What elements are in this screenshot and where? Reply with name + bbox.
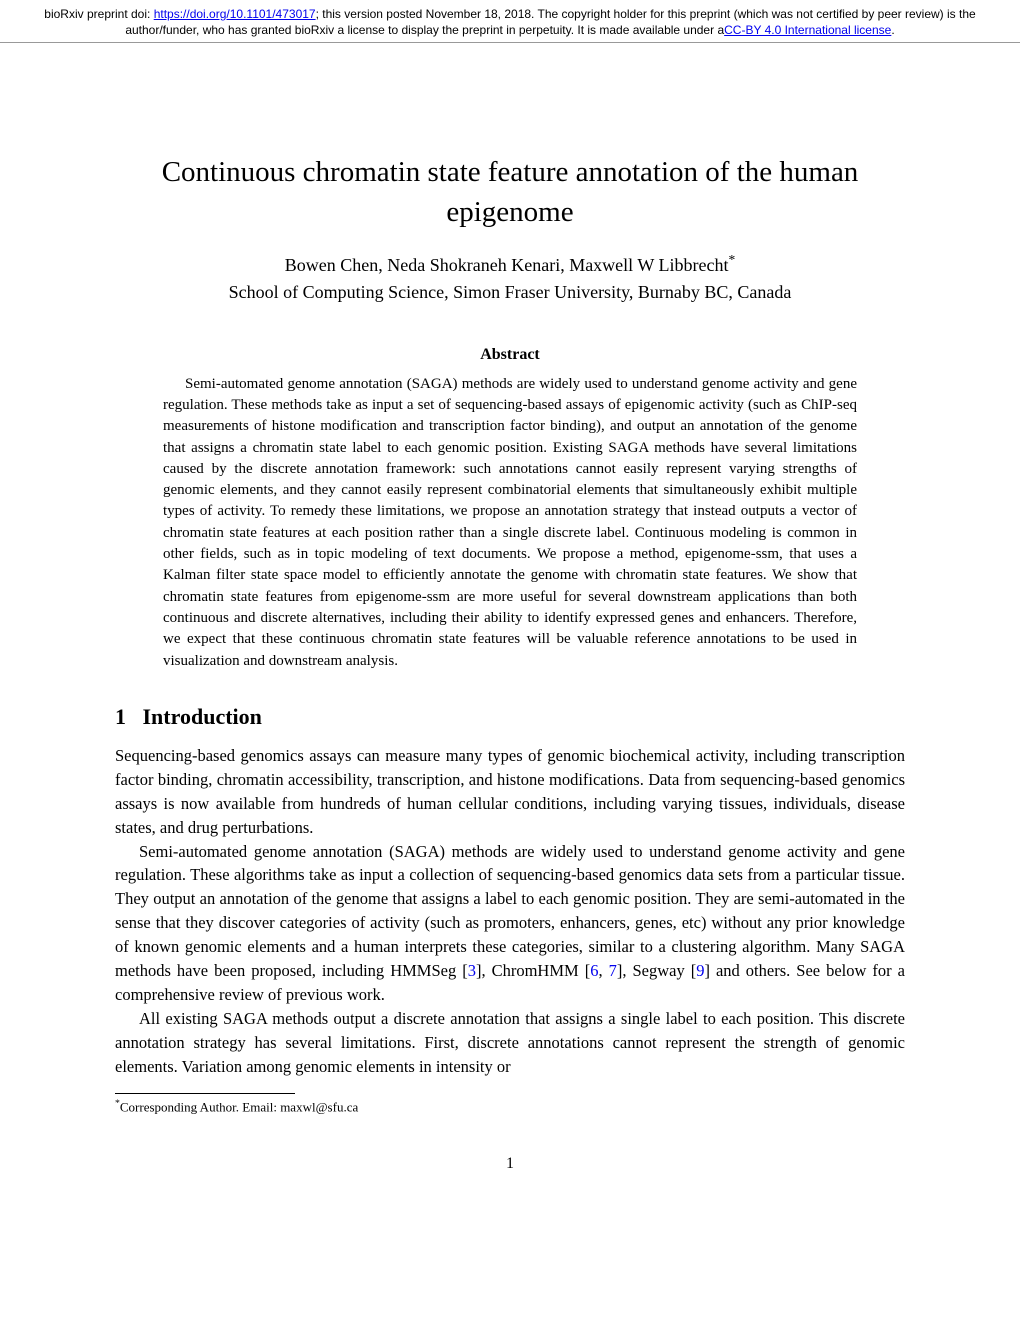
license-suffix: . [891,23,894,37]
doi-link[interactable]: https://doi.org/10.1101/473017 [154,7,316,21]
abstract-body: Semi-automated genome annotation (SAGA) … [163,376,857,669]
citation-3[interactable]: 3 [468,961,476,980]
body-text: Sequencing-based genomics assays can mea… [115,744,905,1079]
abstract-text: Semi-automated genome annotation (SAGA) … [163,374,857,672]
abstract-heading: Abstract [115,346,905,364]
section-title: Introduction [143,704,262,729]
authors-names: Bowen Chen, Neda Shokraneh Kenari, Maxwe… [285,255,729,275]
section-heading: 1 Introduction [115,704,905,730]
paragraph-2: Semi-automated genome annotation (SAGA) … [115,840,905,1007]
authors-block: Bowen Chen, Neda Shokraneh Kenari, Maxwe… [115,250,905,306]
page-content: Continuous chromatin state feature annot… [0,43,1020,1233]
section-number: 1 [115,704,126,729]
paper-title: Continuous chromatin state feature annot… [115,153,905,231]
page-number: 1 [115,1155,905,1173]
corresponding-marker: * [728,252,735,267]
preprint-banner: bioRxiv preprint doi: https://doi.org/10… [0,0,1020,43]
paragraph-1: Sequencing-based genomics assays can mea… [115,744,905,840]
footnote-separator [115,1093,295,1094]
license-link[interactable]: CC-BY 4.0 International license [724,23,891,37]
authors-affiliation: School of Computing Science, Simon Frase… [229,282,792,302]
citation-7[interactable]: 7 [609,961,617,980]
paragraph-3: All existing SAGA methods output a discr… [115,1007,905,1079]
banner-prefix: bioRxiv preprint doi: [44,7,153,21]
footnote-text: Corresponding Author. Email: maxwl@sfu.c… [120,1099,358,1114]
footnote: *Corresponding Author. Email: maxwl@sfu.… [115,1098,905,1115]
